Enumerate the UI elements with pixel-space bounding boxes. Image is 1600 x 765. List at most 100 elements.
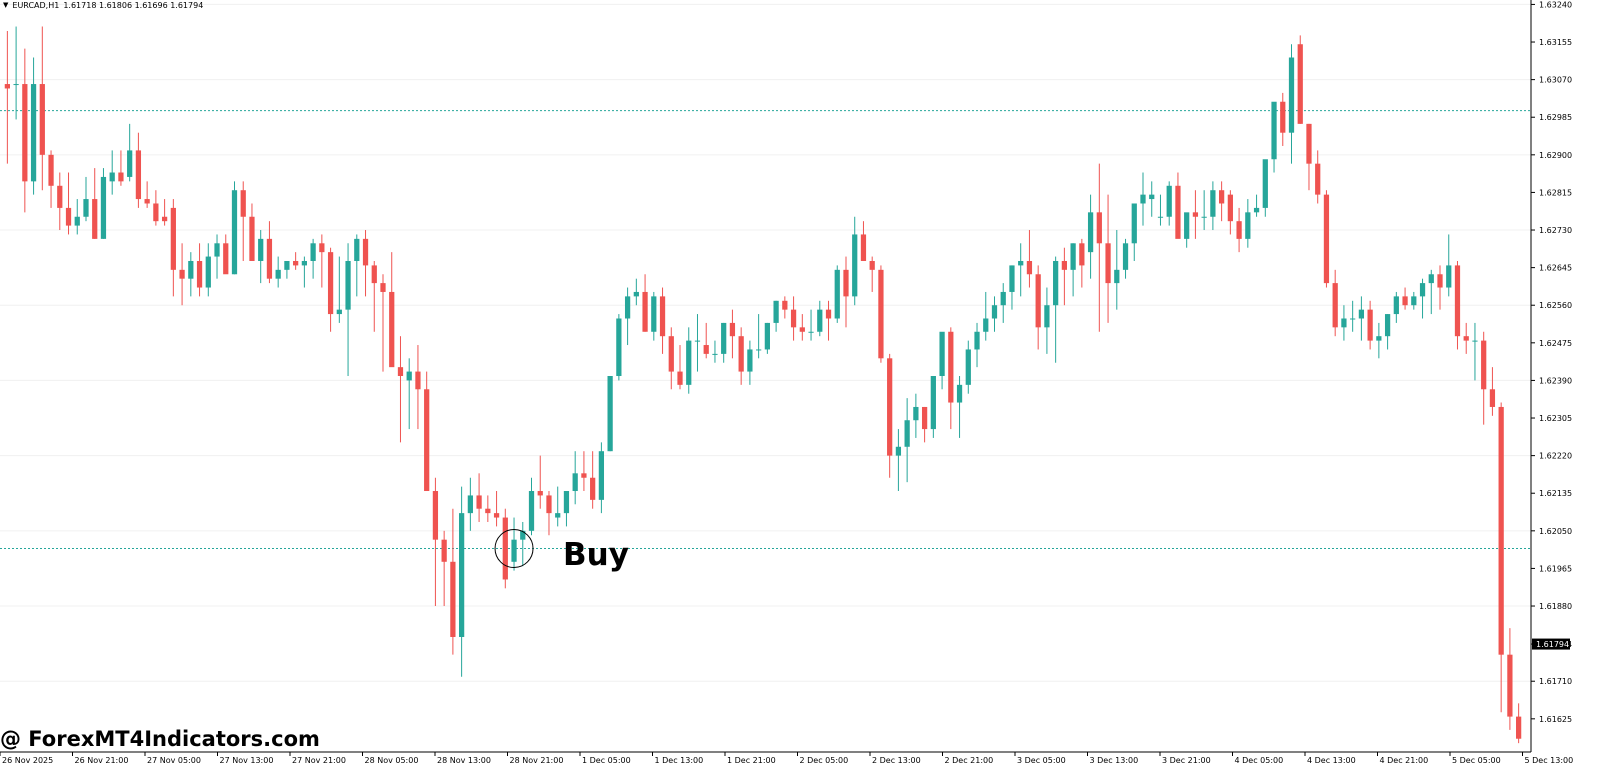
price-tick-label: 1.63070 <box>1539 76 1572 85</box>
candle-body <box>1236 221 1242 239</box>
candle-body <box>511 539 517 562</box>
candle-body <box>1341 318 1347 328</box>
price-tick-label: 1.62815 <box>1539 188 1572 197</box>
candle-body <box>48 154 54 186</box>
candle-body <box>1245 212 1251 239</box>
candle-body <box>459 513 465 637</box>
candle-body <box>83 199 89 217</box>
candle-body <box>1437 274 1443 288</box>
candle-body <box>677 371 683 385</box>
time-tick-label: 28 Nov 13:00 <box>437 756 491 765</box>
dropdown-triangle-icon[interactable]: ▼ <box>3 1 9 9</box>
candle-body <box>406 371 412 381</box>
candle-body <box>1411 296 1417 306</box>
candle-body <box>493 513 500 518</box>
current-price-label: 1.61794 <box>1536 640 1569 649</box>
candle-body <box>1367 309 1373 341</box>
candle-body <box>153 203 159 222</box>
candle-body <box>721 322 727 354</box>
candle-body <box>170 207 176 270</box>
candle-body <box>424 389 430 492</box>
candle-body <box>380 283 386 292</box>
time-tick-label: 4 Dec 13:00 <box>1307 756 1356 765</box>
candle-body <box>1253 207 1260 213</box>
candle-body <box>1481 340 1487 390</box>
time-tick-label: 27 Nov 21:00 <box>292 756 346 765</box>
candle-body <box>1175 185 1181 239</box>
time-tick-label: 26 Nov 21:00 <box>75 756 129 765</box>
candle-body <box>948 331 954 403</box>
candle-body <box>624 296 631 319</box>
candle-body <box>1184 212 1190 239</box>
candle-body <box>1463 336 1469 341</box>
chart-header: ▼ EURCAD,H1 1.61718 1.61806 1.61696 1.61… <box>3 1 203 10</box>
candle-body <box>1061 260 1067 270</box>
candle-body <box>651 296 657 332</box>
time-tick-label: 3 Dec 13:00 <box>1090 756 1139 765</box>
candle-body <box>205 256 211 288</box>
candle-body <box>860 234 867 261</box>
time-tick-label: 3 Dec 21:00 <box>1162 756 1211 765</box>
candle-body <box>223 243 229 275</box>
time-tick-label: 2 Dec 05:00 <box>800 756 849 765</box>
candle-body <box>712 353 718 355</box>
candle-body <box>1096 212 1102 244</box>
candle-body <box>1271 101 1277 160</box>
candle-body <box>1114 269 1120 284</box>
candle-body <box>284 260 290 270</box>
candle-body <box>790 309 797 328</box>
candle-body <box>520 530 526 540</box>
candle-body <box>563 491 570 514</box>
candle-body <box>983 318 989 332</box>
candle-body <box>887 358 893 456</box>
candle-body <box>974 331 980 350</box>
candle-body <box>275 269 281 279</box>
candle-body <box>1070 243 1076 270</box>
candle-body <box>319 243 325 253</box>
price-tick-label: 1.62560 <box>1539 301 1572 310</box>
candle-body <box>301 260 307 266</box>
candle-body <box>1454 265 1461 337</box>
candle-body <box>991 305 998 319</box>
candle-body <box>686 340 692 385</box>
candle-body <box>30 84 37 182</box>
candle-body <box>817 309 823 332</box>
candle-body <box>327 252 334 315</box>
candle-body <box>441 539 447 562</box>
candle-body <box>144 199 150 204</box>
candle-body <box>1297 44 1303 124</box>
candle-body <box>1227 194 1233 222</box>
candle-body <box>57 185 63 208</box>
candle-body <box>1419 283 1426 297</box>
candle-body <box>179 269 185 279</box>
candle-body <box>852 234 858 297</box>
candle-body <box>336 309 342 315</box>
candle-body <box>1192 212 1199 217</box>
candle-body <box>1384 314 1391 337</box>
candle-body <box>607 376 613 452</box>
candle-body <box>231 190 238 275</box>
candle-body <box>476 495 482 509</box>
candle-body <box>485 508 491 514</box>
candle-body <box>764 322 770 350</box>
time-tick-label: 27 Nov 13:00 <box>220 756 274 765</box>
candle-body <box>1157 216 1164 218</box>
time-tick-label: 4 Dec 21:00 <box>1380 756 1429 765</box>
price-tick-label: 1.62220 <box>1539 452 1572 461</box>
candle-body <box>249 216 255 261</box>
candle-body <box>633 291 639 297</box>
candle-body <box>528 491 535 531</box>
candle-body <box>668 336 674 372</box>
time-tick-label: 28 Nov 21:00 <box>510 756 564 765</box>
time-tick-label: 1 Dec 13:00 <box>655 756 704 765</box>
candle-body <box>1026 260 1033 275</box>
candle-body <box>659 296 666 337</box>
candle-body <box>1315 163 1321 195</box>
candle-body <box>293 260 299 266</box>
candle-body <box>738 336 744 372</box>
time-tick-label: 1 Dec 05:00 <box>582 756 631 765</box>
candle-body <box>1288 57 1295 133</box>
